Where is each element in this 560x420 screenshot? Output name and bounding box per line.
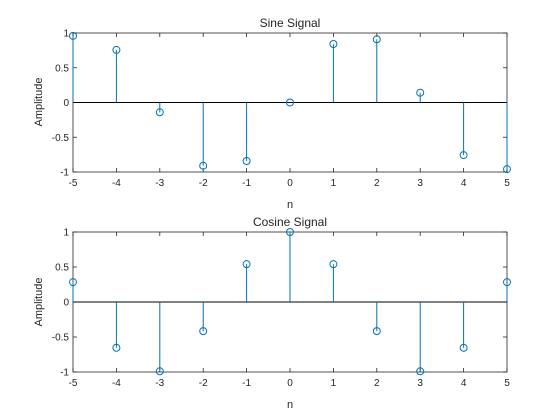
sine-ylabel: Amplitude: [33, 78, 45, 127]
sine-xtick-label: -1: [242, 178, 251, 189]
cosine-stem-marker: [286, 228, 294, 236]
cosine-stem-marker: [329, 260, 338, 269]
cosine-xlabel: n: [287, 399, 293, 411]
sine-stem-marker: [503, 165, 511, 174]
sine-xtick-label: 5: [504, 178, 510, 189]
sine-xtick-label: -4: [112, 178, 121, 189]
sine-stem-marker: [69, 31, 77, 40]
sine-title: Sine Signal: [260, 16, 321, 30]
sine-xtick-label: -2: [199, 178, 208, 189]
cosine-xtick-label: -3: [155, 378, 164, 389]
cosine-ytick-label: -1: [60, 368, 69, 379]
sine-stem-marker: [155, 108, 164, 117]
cosine-ytick-label: -0.5: [52, 333, 70, 344]
cosine-ylabel: Amplitude: [33, 278, 45, 327]
cosine-stem-marker: [69, 278, 77, 287]
cosine-xtick-label: 5: [504, 378, 510, 389]
cosine-stem-marker: [459, 343, 468, 352]
sine-xtick-label: -3: [155, 178, 164, 189]
cosine-title: Cosine Signal: [253, 215, 327, 229]
cosine-stem-marker: [112, 343, 121, 352]
sine-stem-marker: [459, 151, 468, 160]
sine-ytick-label: 1: [63, 29, 69, 40]
sine-ytick-label: 0.5: [55, 63, 69, 74]
sine-stem-marker: [372, 35, 381, 44]
cosine-stem-marker: [416, 367, 425, 376]
cosine-stem-marker: [503, 278, 511, 287]
cosine-ytick-label: 1: [63, 228, 69, 239]
cosine-plot-area: -5 -4 -3 -2 -1 0 1 2 3 4 5 -1 -0.5 0 0.5 1: [52, 228, 511, 389]
sine-xtick-label: -5: [69, 178, 78, 189]
sine-stem-marker: [329, 40, 338, 49]
cosine-xtick-label: 2: [374, 378, 380, 389]
sine-ytick-label: -1: [60, 168, 69, 179]
cosine-stem-marker: [242, 260, 251, 269]
sine-stem-marker: [112, 45, 121, 54]
cosine-xtick-label: -2: [199, 378, 208, 389]
sine-subplot: Sine Signal -5 -4 -3 -2 -1 0 1 2 3 4 5-1-0.500.51 …: [33, 16, 511, 211]
sine-stem-marker: [286, 98, 294, 107]
cosine-stem-marker: [199, 327, 208, 336]
cosine-xtick-label: -1: [242, 378, 251, 389]
cosine-stem-marker: [155, 367, 164, 376]
sine-ytick-label: 0: [63, 98, 69, 109]
cosine-stem-marker: [372, 327, 381, 336]
cosine-xtick-label: 4: [461, 378, 467, 389]
sine-xtick-label: 2: [374, 178, 380, 189]
cosine-xtick-label: 0: [287, 378, 293, 389]
sine-xtick-label: 3: [417, 178, 423, 189]
sine-xtick-label: 0: [287, 178, 293, 189]
cosine-xtick-label: 1: [331, 378, 337, 389]
cosine-xtick-label: -5: [69, 378, 78, 389]
cosine-subplot: Cosine Signal -5 -4 -3 -2 -1 0 1 2 3 4 5 -1 -0.5 0 0.5…: [33, 215, 511, 411]
sine-ytick-label: -0.5: [52, 133, 70, 144]
cosine-xtick-label: -4: [112, 378, 121, 389]
sine-xlabel: n: [287, 199, 293, 211]
sine-stem-marker: [199, 161, 208, 170]
sine-plot-area: -5 -4 -3 -2 -1 0 1 2 3 4 5 -1 -0.5 0 0.5 1: [52, 29, 511, 189]
sine-xtick-label: 1: [331, 178, 337, 189]
cosine-xtick-label: 3: [417, 378, 423, 389]
sine-stem-marker: [242, 156, 251, 165]
cosine-ytick-label: 0: [63, 298, 69, 309]
sine-xtick-label: 4: [461, 178, 467, 189]
cosine-ytick-label: 0.5: [55, 263, 69, 274]
sine-stem-marker: [416, 88, 425, 97]
